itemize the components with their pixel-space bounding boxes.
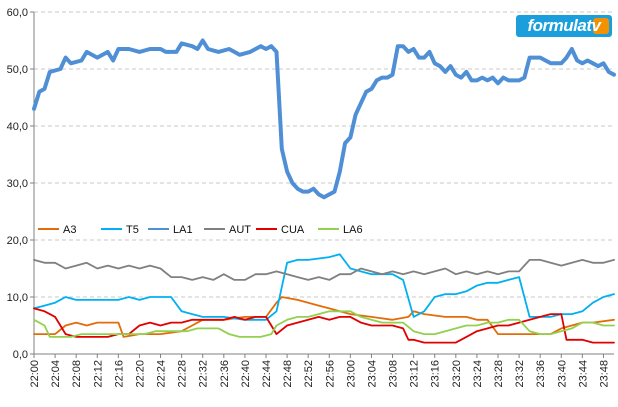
legend-label-aut: AUT xyxy=(229,224,251,236)
x-tick-label: 23:32 xyxy=(514,360,526,388)
series-line-aut xyxy=(33,259,615,281)
chart-axes xyxy=(33,12,614,355)
x-tick-label: 23:00 xyxy=(345,360,357,388)
x-tick-label: 22:56 xyxy=(324,360,336,388)
chart-legend: A3 T5 LA1 AUT CUA LA6 xyxy=(38,224,363,236)
x-tick-label: 23:40 xyxy=(556,360,568,388)
y-tick-label: 10,0 xyxy=(7,292,28,304)
x-tick-label: 22:28 xyxy=(177,360,189,388)
y-tick-label: 0,0 xyxy=(13,349,28,361)
x-tick-label: 23:44 xyxy=(577,360,589,388)
y-axis-ticks: 0,0 10,0 20,0 30,0 40,0 50,0 60,0 xyxy=(7,7,34,361)
legend-label-cua: CUA xyxy=(281,224,305,236)
y-tick-label: 40,0 xyxy=(7,121,28,133)
x-tick-label: 23:04 xyxy=(366,360,378,388)
y-tick-label: 20,0 xyxy=(7,235,28,247)
formulatv-logo: formulatv xyxy=(516,15,612,37)
x-tick-label: 23:24 xyxy=(472,360,484,388)
series-line-a3 xyxy=(33,296,615,338)
chart-gridlines xyxy=(34,11,614,298)
x-tick-label: 23:16 xyxy=(430,360,442,388)
x-tick-label: 22:48 xyxy=(282,360,294,388)
x-tick-label: 22:24 xyxy=(156,360,168,388)
legend-label-la6: LA6 xyxy=(343,224,363,236)
y-tick-label: 30,0 xyxy=(7,178,28,190)
x-tick-label: 22:36 xyxy=(219,360,231,388)
x-tick-label: 23:48 xyxy=(598,360,610,388)
x-tick-label: 23:36 xyxy=(535,360,547,388)
x-tick-label: 22:44 xyxy=(261,360,273,388)
series-line-t5 xyxy=(33,253,615,321)
x-tick-label: 23:12 xyxy=(409,360,421,388)
logo-text: formulatv xyxy=(527,16,601,35)
series-line-la1 xyxy=(32,38,616,200)
x-tick-label: 22:32 xyxy=(198,360,210,388)
x-tick-label: 22:00 xyxy=(29,360,41,388)
x-tick-label: 22:08 xyxy=(71,360,83,388)
logo-badge xyxy=(593,18,609,34)
x-tick-label: 22:04 xyxy=(50,360,62,388)
y-tick-label: 50,0 xyxy=(7,64,28,76)
x-tick-label: 23:28 xyxy=(493,360,505,388)
x-axis-ticks: 22:00 22:04 22:08 22:12 22:16 22:20 22:24 22:28… xyxy=(29,354,610,388)
x-tick-label: 23:20 xyxy=(451,360,463,388)
x-tick-label: 22:52 xyxy=(303,360,315,388)
legend-label-la1: LA1 xyxy=(173,224,193,236)
x-tick-label: 22:40 xyxy=(240,360,252,388)
x-tick-label: 22:12 xyxy=(92,360,104,388)
legend-label-a3: A3 xyxy=(63,224,76,236)
x-tick-label: 23:08 xyxy=(388,360,400,388)
y-tick-label: 60,0 xyxy=(7,7,28,19)
x-tick-label: 22:16 xyxy=(113,360,125,388)
series-line-la6 xyxy=(33,310,615,338)
x-tick-label: 22:20 xyxy=(134,360,146,388)
chart-series xyxy=(32,38,616,344)
legend-label-t5: T5 xyxy=(126,224,139,236)
